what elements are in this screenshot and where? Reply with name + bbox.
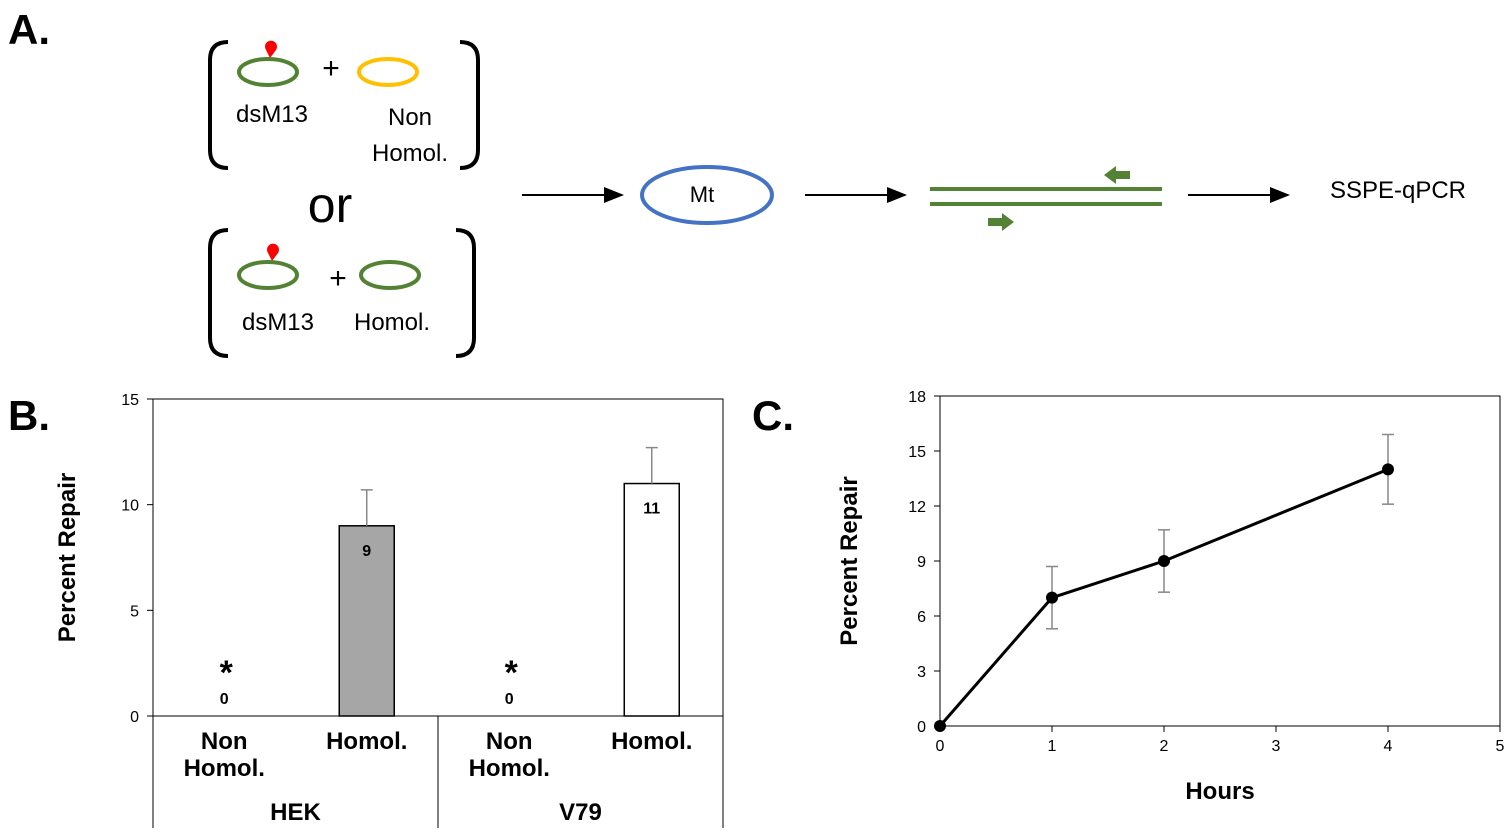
y-tick-label: 0 [917, 719, 926, 736]
primer [1104, 166, 1130, 184]
y-tick-label: 0 [130, 709, 139, 726]
x-tick-label: 4 [1384, 738, 1393, 755]
bracket [455, 228, 476, 358]
plasmid-label: dsM13 [236, 101, 308, 128]
plasmid [237, 57, 299, 87]
lesion [265, 40, 278, 58]
lesion [267, 243, 279, 261]
brackets [208, 40, 480, 358]
plus: + [322, 52, 340, 85]
cell-label: Mt [690, 182, 714, 207]
plot-frame [939, 395, 1501, 727]
plasmid-label: dsM13 [242, 309, 314, 336]
x-tick-label: 0 [936, 738, 945, 755]
y-axis-label: Percent Repair [54, 473, 81, 642]
x-tick-label: 1 [1048, 738, 1057, 755]
annotation: * [220, 654, 234, 692]
y-tick-label: 18 [908, 389, 926, 406]
partner-label: Homol. [354, 309, 430, 336]
annotation: * [505, 654, 519, 692]
value-label: 0 [505, 691, 514, 708]
primer [988, 213, 1014, 231]
cell [640, 165, 774, 225]
value-label: 11 [643, 501, 660, 518]
data-point [1158, 555, 1170, 567]
bracket [459, 40, 480, 170]
y-tick-label: 12 [908, 499, 926, 516]
x-tick-label: 5 [1496, 738, 1505, 755]
y-tick-label: 5 [130, 603, 139, 620]
x-tick-label: 3 [1272, 738, 1281, 755]
value-label: 9 [362, 543, 371, 560]
group-label: V79 [559, 799, 602, 826]
data-point [934, 720, 946, 732]
x-axis-label: Hours [1185, 778, 1254, 805]
bar [338, 525, 395, 717]
panel-label: A. [8, 6, 50, 53]
y-tick-label: 15 [121, 392, 139, 409]
x-tick-label: Homol. [611, 728, 693, 755]
plasmid [359, 260, 421, 290]
panel-label: C. [752, 392, 794, 439]
group-label: HEK [270, 799, 321, 826]
x-tick-label: Homol. [326, 728, 408, 755]
data-line [938, 467, 1389, 727]
x-tick-label: Non Homol. [183, 728, 265, 782]
readout: SSPE-qPCR [1330, 177, 1466, 204]
value-label: 0 [220, 691, 229, 708]
x-tick-label: Non Homol. [468, 728, 550, 782]
plasmid [357, 57, 419, 87]
bracket [208, 228, 229, 358]
plus: + [329, 262, 347, 295]
y-tick-label: 3 [917, 664, 926, 681]
x-tick-label: 2 [1160, 738, 1169, 755]
y-tick-label: 15 [908, 444, 926, 461]
y-tick-label: 6 [917, 609, 926, 626]
y-tick-label: 9 [917, 554, 926, 571]
plasmid [237, 260, 299, 290]
bracket [208, 40, 229, 170]
y-axis-label: Percent Repair [836, 476, 863, 645]
panel-label: B. [8, 392, 50, 439]
bar [623, 482, 680, 717]
partner-label: Non Homol. [371, 104, 449, 167]
y-tick-label: 10 [121, 498, 139, 515]
data-point [1382, 463, 1394, 476]
connector: or [308, 177, 352, 233]
data-point [1046, 591, 1058, 604]
